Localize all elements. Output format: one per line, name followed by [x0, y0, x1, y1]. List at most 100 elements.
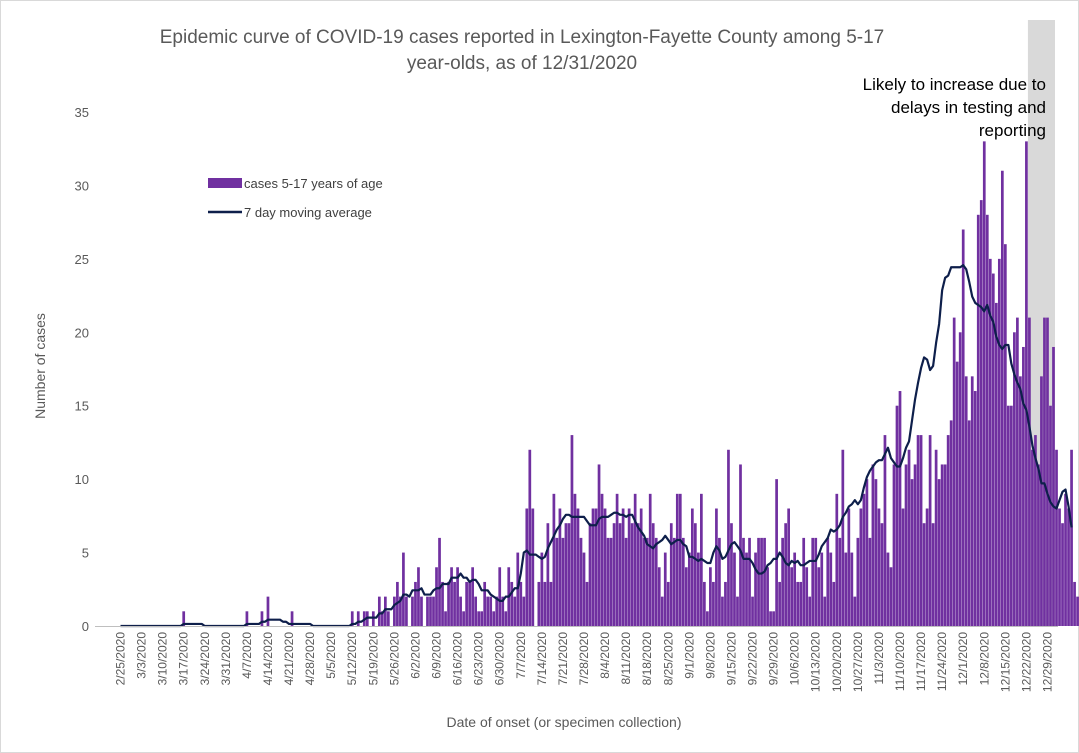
bar: [290, 611, 294, 626]
bar: [663, 552, 667, 626]
bar: [724, 581, 727, 626]
bar: [991, 273, 995, 626]
bar: [1010, 405, 1013, 626]
bar: [600, 493, 604, 626]
bar: [766, 567, 769, 626]
bar: [997, 258, 1001, 626]
bar: [690, 508, 694, 626]
x-tick-label: 7/14/2020: [535, 632, 549, 686]
x-tick-label: 12/8/2020: [977, 632, 991, 686]
bar: [429, 596, 432, 626]
bar: [793, 552, 797, 626]
bar: [829, 552, 833, 626]
bar: [967, 420, 971, 626]
bar: [693, 523, 697, 626]
bar: [450, 567, 453, 626]
bar: [889, 567, 893, 626]
bar: [639, 508, 643, 626]
x-tick-label: 2/25/2020: [114, 632, 128, 686]
bar: [916, 435, 920, 626]
bar: [934, 449, 938, 626]
x-tick-label: 8/25/2020: [661, 632, 675, 686]
bar: [681, 537, 685, 626]
bar: [1022, 346, 1025, 626]
bar: [672, 537, 676, 626]
bar: [1046, 317, 1049, 626]
bar: [606, 537, 610, 626]
y-axis-title: Number of cases: [32, 313, 48, 419]
bar: [618, 523, 622, 626]
bar: [982, 141, 986, 626]
bar: [1016, 317, 1019, 626]
x-tick-label: 9/29/2020: [767, 632, 781, 686]
bar: [736, 596, 739, 626]
bar: [543, 581, 547, 626]
x-tick-label: 7/28/2020: [577, 632, 591, 686]
x-tick-label: 11/10/2020: [893, 632, 907, 691]
bar: [964, 376, 968, 626]
bar: [645, 537, 649, 626]
bar: [811, 537, 815, 626]
bar: [943, 464, 947, 626]
x-tick-label: 6/9/2020: [430, 632, 444, 679]
bar: [826, 537, 830, 626]
bar: [1076, 596, 1079, 626]
bar: [489, 596, 493, 626]
bar: [414, 581, 417, 626]
bar: [874, 479, 878, 626]
bar: [549, 581, 553, 626]
bar: [245, 611, 249, 626]
bar: [657, 567, 661, 626]
bar: [718, 537, 721, 626]
x-tick-label: 8/4/2020: [598, 632, 612, 679]
bar: [1052, 346, 1055, 626]
annotation-line-3: reporting: [979, 121, 1046, 140]
bar: [1000, 170, 1004, 627]
x-tick-label: 11/3/2020: [872, 632, 886, 685]
bar: [844, 552, 848, 626]
x-tick-label: 5/5/2020: [324, 632, 338, 679]
bar: [435, 567, 438, 626]
bar: [778, 581, 781, 626]
x-tick-label: 10/13/2020: [809, 632, 823, 692]
bar: [1058, 508, 1061, 626]
bar: [380, 611, 384, 626]
chart-title-line-1: Epidemic curve of COVID-19 cases reporte…: [160, 27, 884, 48]
bar: [684, 567, 688, 626]
x-tick-label: 6/30/2020: [493, 632, 507, 686]
bar: [438, 537, 441, 626]
x-tick-label: 11/17/2020: [914, 632, 928, 691]
bar: [350, 611, 354, 626]
x-tick-label: 4/14/2020: [261, 632, 275, 686]
bar: [880, 523, 884, 626]
bar: [1061, 523, 1064, 626]
bar: [630, 523, 634, 626]
bar: [492, 611, 496, 626]
bar: [907, 449, 911, 626]
bar: [805, 567, 809, 626]
bar: [706, 611, 709, 626]
y-tick-label: 20: [75, 325, 89, 340]
bar: [871, 464, 875, 626]
bar: [703, 581, 706, 626]
y-tick-label: 15: [75, 399, 89, 414]
bar: [399, 596, 402, 626]
bar-series: [182, 141, 1079, 627]
bar: [588, 523, 592, 626]
x-tick-label: 3/24/2020: [198, 632, 212, 686]
bar: [910, 479, 914, 626]
bar: [958, 332, 962, 626]
bar: [377, 596, 381, 626]
bar: [1067, 508, 1070, 626]
bar: [928, 435, 932, 626]
x-tick-label: 4/7/2020: [240, 632, 254, 679]
bar: [820, 552, 824, 626]
bar: [892, 464, 896, 626]
bar: [648, 493, 652, 626]
chart-title-line-2: year-olds, as of 12/31/2020: [407, 53, 637, 74]
bar: [504, 611, 508, 626]
bar: [1007, 405, 1010, 626]
y-axis-ticks: 0 5 10 15 20 25 30 35: [75, 105, 89, 634]
bar: [799, 581, 803, 626]
bar: [603, 508, 607, 626]
